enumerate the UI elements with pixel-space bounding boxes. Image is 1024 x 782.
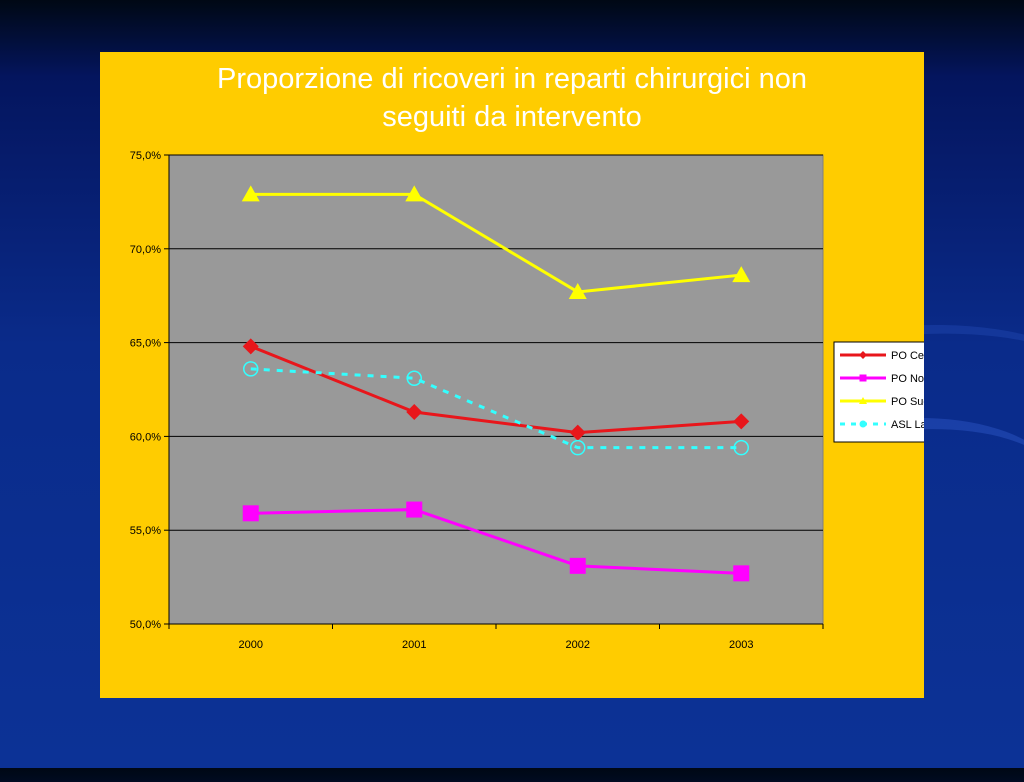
chart-title: Proporzione di ricoveri in reparti chiru… — [217, 63, 807, 133]
series-group — [241, 185, 751, 582]
legend-label-po-nord: PO Nord — [891, 373, 924, 385]
x-tick-label: 2001 — [402, 639, 426, 651]
legend-marker-asl-latina — [859, 420, 867, 428]
data-point-po-sud — [732, 266, 751, 283]
series-line-po-sud — [250, 192, 742, 294]
plot-area — [168, 154, 824, 625]
data-point-po-nord — [406, 501, 423, 518]
y-tick-label: 70,0% — [130, 244, 161, 256]
legend-marker-po-centro — [859, 351, 867, 359]
legend-marker-po-nord — [859, 374, 867, 382]
series-line-po-centro — [250, 344, 742, 435]
line-chart: 75,0% 70,0% 65,0% 60,0% 55,0% 50,0% 2000 2001 20… — [130, 150, 924, 651]
axes: 75,0% 70,0% 65,0% 60,0% 55,0% 50,0% 2000 2001 20… — [130, 150, 824, 651]
data-point-po-nord — [242, 505, 259, 522]
legend-label-po-centro: PO Centro — [891, 350, 924, 362]
y-tick-label: 75,0% — [130, 150, 161, 162]
legend: PO Centro PO Nord PO Sud ASL Latina — [833, 341, 924, 443]
chart-panel: Proporzione di ricoveri in reparti chiru… — [100, 52, 924, 698]
data-point-asl-latina — [406, 370, 422, 386]
data-point-po-sud — [241, 185, 260, 202]
series-line-asl-latina — [250, 367, 742, 450]
x-tick-label: 2002 — [566, 639, 590, 651]
data-point-po-centro — [733, 413, 750, 430]
data-point-asl-latina — [570, 439, 586, 456]
legend-label-asl-latina: ASL Latina — [891, 419, 924, 431]
legend-marker-po-sud — [859, 397, 867, 404]
data-point-po-centro — [569, 424, 586, 441]
data-point-asl-latina — [733, 439, 749, 456]
legend-box — [833, 341, 924, 443]
y-tick-label: 60,0% — [130, 431, 161, 443]
data-point-asl-latina — [243, 361, 259, 377]
x-tick-label: 2003 — [729, 639, 753, 651]
y-tick-label: 65,0% — [130, 338, 161, 350]
data-point-po-sud — [405, 185, 424, 202]
y-tick-label: 55,0% — [130, 525, 161, 537]
legend-label-po-sud: PO Sud — [891, 396, 924, 408]
series-line-po-nord — [250, 508, 742, 575]
data-point-po-centro — [406, 404, 423, 421]
data-point-po-sud — [568, 282, 587, 299]
data-point-po-nord — [733, 565, 750, 582]
data-point-po-centro — [242, 338, 259, 355]
data-point-po-nord — [569, 557, 586, 574]
x-tick-label: 2000 — [239, 639, 263, 651]
y-tick-label: 50,0% — [130, 619, 161, 631]
